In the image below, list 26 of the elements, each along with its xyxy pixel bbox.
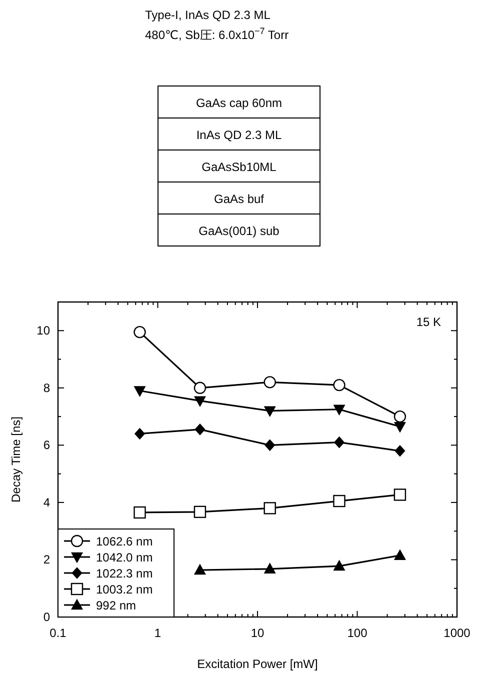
y-tick-label: 0	[43, 610, 50, 624]
y-axis-title: Decay Time [ns]	[9, 416, 23, 503]
chart-title: Type-I, InAs QD 2.3 ML	[145, 8, 271, 22]
y-tick-label: 4	[43, 495, 50, 510]
legend-label: 1022.3 nm	[96, 566, 153, 580]
x-tick-label: 1	[154, 626, 162, 640]
text: GaAs buf	[214, 192, 265, 206]
x-tick-label: 100	[347, 626, 368, 640]
text: InAs QD 2.3 ML	[196, 128, 282, 142]
legend-label: 992 nm	[96, 598, 136, 612]
y-tick-label: 10	[36, 324, 50, 338]
chart-subtitle: 480℃, Sb圧: 6.0x10$^{−7}$ Torr	[145, 26, 289, 42]
annotation: 15 K	[416, 315, 441, 329]
x-tick-label: 10	[250, 626, 264, 640]
y-tick-label: 8	[43, 380, 50, 395]
text: GaAs cap 60nm	[196, 96, 282, 110]
text: GaAs(001) sub	[198, 224, 280, 238]
x-tick-label: 0.1	[50, 626, 67, 640]
legend-label: 1042.0 nm	[96, 550, 153, 564]
y-tick-label: 2	[43, 552, 50, 567]
x-axis-title: Excitation Power [mW]	[197, 657, 318, 671]
legend-label: 1062.6 nm	[96, 534, 153, 548]
legend-label: 1003.2 nm	[96, 582, 153, 596]
x-tick-label: 1000	[444, 626, 471, 640]
y-tick-label: 6	[43, 438, 50, 452]
text: GaAsSb10ML	[202, 160, 277, 174]
